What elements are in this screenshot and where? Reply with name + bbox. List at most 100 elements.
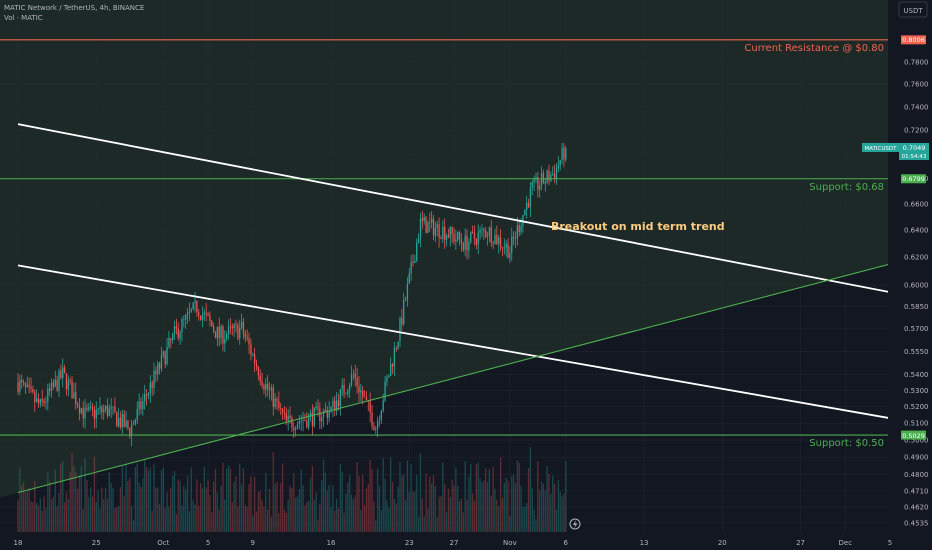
price-tick-label: 0.6400 [904,227,929,235]
volume-bar [80,466,83,532]
volume-bar [134,466,137,532]
candle-body [473,232,476,239]
price-tick-label: 0.6600 [904,201,929,209]
volume-bar [328,484,330,532]
price-axis[interactable] [888,0,932,532]
candle-body [132,423,135,425]
volume-bar [471,493,474,532]
candle-body [45,401,47,404]
volume-bar [281,463,284,532]
lightning-icon[interactable] [569,518,581,530]
volume-bar [408,491,410,532]
candle-body [335,400,338,412]
candle-body [535,177,537,179]
candle-body [343,385,345,394]
candle-body [155,370,157,374]
volume-bar [62,460,64,532]
support-low-price-value: 0.5029 [902,432,925,440]
candle-body [95,409,97,419]
volume-bar [453,485,455,532]
volume-bar [198,505,200,532]
candle-body [138,401,140,409]
price-tick-label: 0.5400 [904,371,929,379]
volume-bar [507,480,509,532]
candle-body [171,333,174,341]
volume-bar [503,482,505,532]
volume-bar [427,508,429,532]
candle-body [550,175,552,181]
volume-bar [157,487,159,532]
volume-bar [54,469,56,532]
volume-bar [82,509,84,532]
candle-body [546,170,548,182]
candle-body [239,327,241,339]
volume-bar [540,481,543,532]
candle-body [486,235,489,237]
candle-body [565,148,567,160]
candle-body [496,235,498,244]
candle-body [73,392,75,399]
volume-bar [544,490,546,532]
candle-body [60,370,62,379]
candle-body [257,366,260,376]
volume-bar [231,502,233,532]
candle-body [216,326,219,339]
volume-bar [494,489,496,532]
volume-bar [457,486,459,532]
candle-body [401,317,403,325]
volume-bar [233,481,235,532]
candle-body [412,261,414,263]
volume-bar [388,508,390,532]
volume-bar [352,499,355,532]
volume-bar [268,489,271,532]
volume-bar [475,464,478,532]
volume-bar [188,510,191,532]
candle-body [28,384,30,387]
volume-bars [17,447,567,532]
volume-bar [28,488,30,532]
candle-body [455,239,457,242]
candle-body [162,351,164,356]
candle-body [447,235,450,238]
volume-bar [520,486,522,532]
candle-body [466,235,468,251]
candle-body [389,363,392,376]
candle-body [481,229,483,231]
candle-body [253,354,256,364]
time-tick-label: 9 [251,539,255,547]
candle-body [520,225,522,233]
candle-body [75,392,77,404]
candle-body [56,379,58,391]
time-axis[interactable] [0,532,932,550]
candle-body [373,426,375,430]
volume-bar [533,509,535,532]
price-tick-label: 0.5100 [904,420,929,428]
volume-bar [30,501,32,532]
candle-body [319,408,321,422]
candle-body [386,377,388,382]
volume-bar [384,478,386,532]
volume-bar [309,477,312,532]
volume-bar [106,498,109,532]
volume-bar [347,482,349,532]
candle-body [511,236,513,254]
candle-body [201,314,204,320]
volume-bar [149,467,151,532]
currency-badge[interactable] [898,1,928,18]
candle-body [181,319,183,333]
volume-bar [393,498,396,532]
candle-body [458,232,461,240]
candle-body [179,332,181,339]
candle-body [188,311,191,313]
volume-bar [190,467,192,532]
volume-bar [531,488,533,532]
volume-bar [358,475,360,532]
candle-body [302,420,304,422]
candle-body [231,326,233,329]
volume-bar [451,480,453,532]
volume-bar [186,475,189,532]
candle-body [35,398,38,402]
volume-bar [24,491,27,532]
volume-bar [127,481,129,532]
